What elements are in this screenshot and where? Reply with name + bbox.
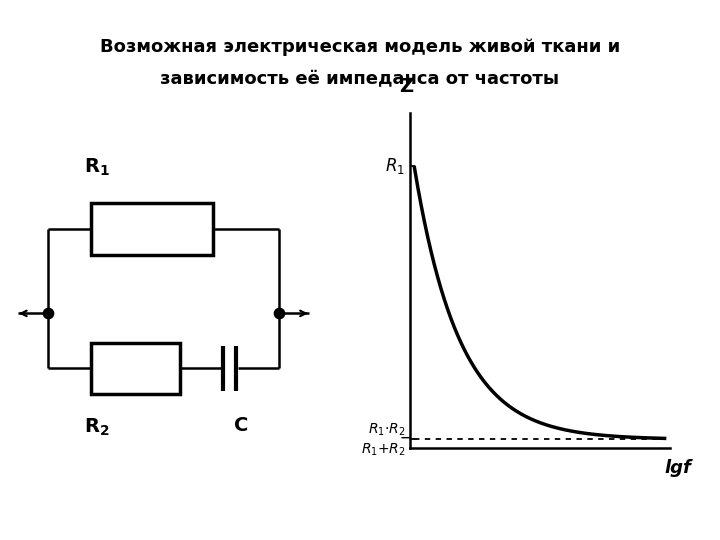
- Text: $R_1{\cdot}R_2$: $R_1{\cdot}R_2$: [368, 421, 405, 438]
- Point: [42, 309, 53, 318]
- Text: Возможная электрическая модель живой ткани и: Возможная электрическая модель живой тка…: [100, 38, 620, 56]
- Text: $\mathbf{R_2}$: $\mathbf{R_2}$: [84, 416, 109, 437]
- Bar: [91, 203, 213, 255]
- Text: $R_1{+}R_2$: $R_1{+}R_2$: [361, 441, 405, 457]
- Text: $R_1$: $R_1$: [385, 156, 405, 176]
- Point: [274, 309, 285, 318]
- Text: lgf: lgf: [665, 458, 692, 477]
- Bar: [91, 343, 180, 394]
- Text: Z: Z: [400, 77, 414, 96]
- Text: зависимость её импеданса от частоты: зависимость её импеданса от частоты: [161, 70, 559, 88]
- Text: $\mathbf{C}$: $\mathbf{C}$: [233, 416, 248, 435]
- Text: $\mathbf{R_1}$: $\mathbf{R_1}$: [84, 156, 109, 178]
